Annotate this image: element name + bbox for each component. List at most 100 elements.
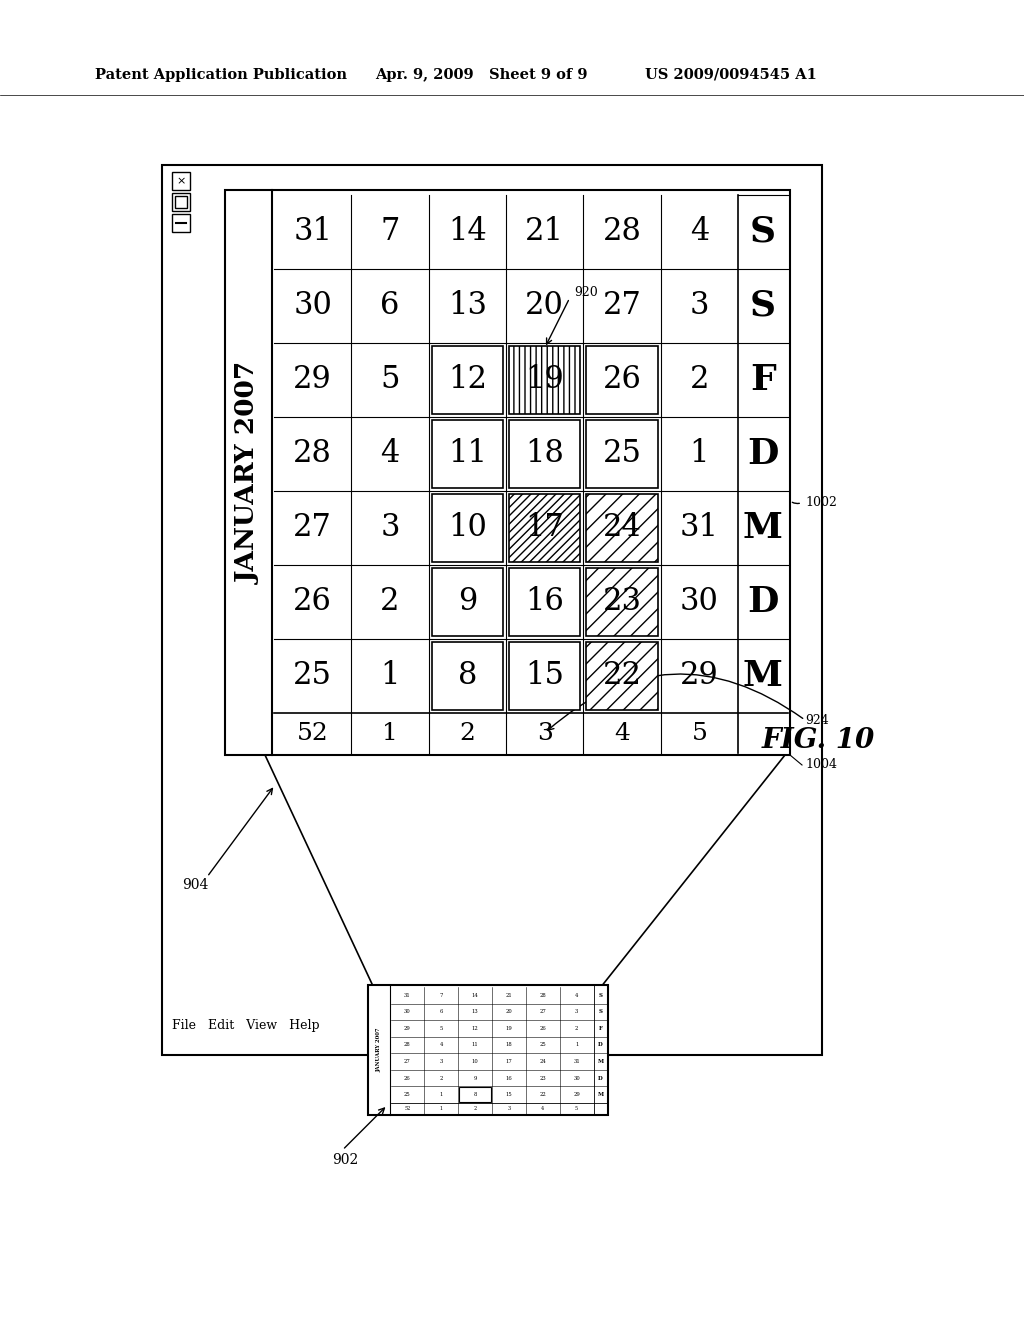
Text: 3: 3 [507,1106,511,1111]
Text: JANUARY 2007: JANUARY 2007 [376,1028,381,1072]
Text: 9: 9 [473,1076,477,1081]
Text: F: F [599,1026,602,1031]
Bar [432,568,503,636]
Text: 29: 29 [404,1026,411,1031]
Text: 26: 26 [602,364,641,396]
Text: 21: 21 [506,993,512,998]
Text: 9: 9 [458,586,477,618]
Text: 52: 52 [297,722,329,744]
Text: 4: 4 [690,216,709,248]
Text: 6: 6 [439,1010,443,1014]
Text: M: M [597,1059,603,1064]
Text: 30: 30 [293,290,332,322]
Bar [509,568,581,636]
Text: 1: 1 [382,722,398,744]
Text: 15: 15 [525,660,564,692]
Text: 1: 1 [689,438,709,470]
Text: Apr. 9, 2009   Sheet 9 of 9: Apr. 9, 2009 Sheet 9 of 9 [375,69,588,82]
Text: 8: 8 [458,660,477,692]
Text: 26: 26 [540,1026,546,1031]
Bar [587,420,657,488]
Text: 2: 2 [460,722,475,744]
Bar [587,346,657,414]
Text: ×: × [176,176,185,186]
Text: File   Edit   View   Help: File Edit View Help [172,1019,319,1031]
Text: 4: 4 [614,722,630,744]
Bar [587,642,657,710]
Text: 21: 21 [525,216,564,248]
Text: 27: 27 [404,1059,411,1064]
Text: 5: 5 [691,722,708,744]
Bar [175,195,187,209]
Text: 25: 25 [293,660,332,692]
Text: 28: 28 [404,1043,411,1048]
Text: S: S [598,1010,602,1014]
Text: D: D [748,437,778,471]
Text: 14: 14 [472,993,478,998]
Text: 3: 3 [574,1010,579,1014]
Text: 30: 30 [680,586,719,618]
Bar [432,494,503,562]
Text: 5: 5 [575,1106,579,1111]
Text: JANUARY 2007: JANUARY 2007 [236,362,261,583]
Bar [587,494,657,562]
Text: 8: 8 [473,1092,477,1097]
Text: 28: 28 [602,216,641,248]
Text: 16: 16 [506,1076,512,1081]
Text: 24: 24 [603,512,641,544]
Text: 22: 22 [540,1092,546,1097]
Text: 18: 18 [506,1043,512,1048]
Text: 17: 17 [506,1059,512,1064]
Text: 4: 4 [439,1043,443,1048]
Text: 22: 22 [602,660,641,692]
Text: 10: 10 [447,512,486,544]
Text: 1: 1 [574,1043,579,1048]
Text: 4: 4 [574,993,579,998]
Text: 2: 2 [380,586,399,618]
Bar [509,494,581,562]
Text: 5: 5 [439,1026,443,1031]
Text: F: F [751,363,776,397]
Bar [587,494,657,562]
Text: 2: 2 [439,1076,443,1081]
Text: FIG. 10: FIG. 10 [762,726,876,754]
Text: S: S [598,993,602,998]
Bar [368,985,607,1115]
Text: US 2009/0094545 A1: US 2009/0094545 A1 [645,69,817,82]
Text: 27: 27 [293,512,332,544]
Polygon shape [265,755,785,985]
Text: 23: 23 [540,1076,546,1081]
Text: 19: 19 [525,364,564,396]
Text: 27: 27 [602,290,641,322]
Text: 20: 20 [506,1010,512,1014]
Text: 3: 3 [380,512,399,544]
Bar [509,346,581,414]
Text: 1: 1 [439,1092,443,1097]
Text: 2: 2 [689,364,709,396]
Text: 18: 18 [525,438,564,470]
Text: 31: 31 [404,993,411,998]
Text: 1004: 1004 [805,759,837,771]
Bar [587,568,657,636]
Text: 7: 7 [439,993,443,998]
Text: 27: 27 [540,1010,546,1014]
Text: D: D [748,585,778,619]
Text: 10: 10 [472,1059,478,1064]
Text: 14: 14 [447,216,486,248]
Text: 1: 1 [439,1106,442,1111]
Text: 12: 12 [472,1026,478,1031]
Bar [432,420,503,488]
Text: 5: 5 [380,364,399,396]
Bar [587,642,657,710]
Text: 17: 17 [525,512,564,544]
Bar [172,193,190,211]
Text: 2: 2 [574,1026,579,1031]
Bar [509,420,581,488]
Text: 28: 28 [293,438,332,470]
Text: 52: 52 [404,1106,411,1111]
Bar [509,642,581,710]
Text: 20: 20 [525,290,564,322]
Text: 3: 3 [689,290,709,322]
Text: 12: 12 [447,364,486,396]
Text: M: M [743,511,783,545]
